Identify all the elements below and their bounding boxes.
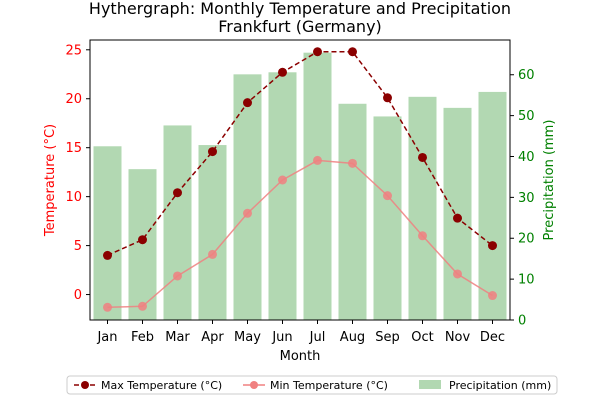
max-temperature-point — [278, 67, 287, 77]
right-tick-label: 50 — [518, 109, 535, 124]
left-axis-label: Temperature (°C) — [43, 124, 58, 237]
left-tick-label: 25 — [65, 43, 82, 58]
right-tick-label: 10 — [518, 273, 535, 288]
min-temperature-point — [383, 191, 392, 201]
precipitation-bar — [233, 74, 262, 320]
max-temperature-point — [313, 47, 322, 57]
legend: Max Temperature (°C) Min Temperature (°C… — [66, 375, 558, 395]
right-tick-label: 40 — [518, 150, 535, 165]
precipitation-bar — [198, 145, 227, 320]
x-tick-label: Jun — [271, 330, 292, 345]
left-tick-label: 15 — [65, 141, 82, 156]
precipitation-bar — [303, 52, 332, 320]
legend-max-marker — [81, 381, 89, 389]
min-temperature-point — [418, 231, 427, 241]
min-temperature-point — [348, 158, 357, 168]
min-temperature-point — [488, 291, 497, 301]
min-temperature-line — [107, 159, 493, 309]
max-temperature-point — [383, 93, 392, 103]
min-temperature-point — [173, 271, 182, 281]
legend-precip-swatch — [419, 380, 441, 389]
max-temperature-point — [418, 152, 427, 162]
x-axis-label: Month — [280, 349, 321, 364]
x-tick-label: Apr — [201, 330, 224, 345]
chart-title-line2: Frankfurt (Germany) — [218, 17, 382, 36]
left-tick-label: 5 — [74, 239, 82, 254]
right-axis-label: Precipitation (mm) — [542, 120, 557, 241]
max-temperature-point — [453, 213, 462, 223]
x-tick-label: Sep — [375, 330, 400, 345]
min-temperature-point — [103, 302, 112, 312]
max-temperature-point — [103, 250, 112, 260]
left-tick-label: 10 — [65, 190, 82, 205]
precipitation-bar — [408, 96, 437, 320]
legend-precip-label: Precipitation (mm) — [449, 379, 551, 392]
max-temperature-point — [173, 188, 182, 198]
x-tick-label: May — [234, 330, 261, 345]
right-tick-label: 0 — [518, 314, 526, 329]
max-temperature-point — [208, 147, 217, 157]
left-tick-label: 20 — [65, 92, 82, 107]
legend-min-label: Min Temperature (°C) — [270, 379, 388, 392]
max-temperature-point — [348, 47, 357, 57]
x-tick-label: Aug — [340, 330, 365, 345]
precipitation-bar — [163, 125, 192, 320]
temperature-lines — [103, 47, 497, 312]
x-tick-label: Jan — [96, 330, 117, 345]
precipitation-bar — [268, 72, 297, 321]
x-tick-label: Nov — [445, 330, 471, 345]
right-tick-label: 60 — [518, 68, 535, 83]
x-tick-label: Oct — [411, 330, 433, 345]
right-tick-label: 30 — [518, 191, 535, 206]
precipitation-bars — [93, 52, 507, 321]
precipitation-bar — [93, 146, 122, 320]
x-tick-label: Feb — [131, 330, 154, 345]
max-temperature-point — [488, 241, 497, 251]
precipitation-bar — [478, 91, 507, 320]
min-temperature-point — [243, 208, 252, 218]
min-temperature-point — [208, 249, 217, 259]
min-temperature-point — [453, 269, 462, 279]
right-axis-ticks: 0 10 20 30 40 50 60 — [510, 68, 535, 329]
precipitation-bar — [373, 116, 402, 320]
legend-min-marker — [250, 381, 258, 389]
left-axis-ticks: 0 5 10 15 20 25 — [65, 43, 90, 303]
max-temperature-point — [243, 98, 252, 108]
chart-title-line1: Hythergraph: Monthly Temperature and Pre… — [89, 0, 511, 18]
precipitation-bar — [338, 103, 367, 321]
max-temperature-point — [138, 235, 147, 245]
plot-frame — [89, 39, 511, 321]
right-tick-label: 20 — [518, 232, 535, 247]
x-tick-label: Jul — [309, 330, 326, 345]
min-temperature-point — [278, 175, 287, 185]
left-tick-label: 0 — [74, 288, 82, 303]
legend-max-label: Max Temperature (°C) — [101, 379, 222, 392]
min-temperature-point — [313, 155, 322, 165]
x-axis-ticks: Jan Feb Mar Apr May Jun Jul Aug Sep Oct Nov Dec — [96, 320, 505, 345]
min-temperature-point — [138, 301, 147, 311]
x-tick-label: Dec — [480, 330, 505, 345]
x-tick-label: Mar — [165, 330, 190, 345]
